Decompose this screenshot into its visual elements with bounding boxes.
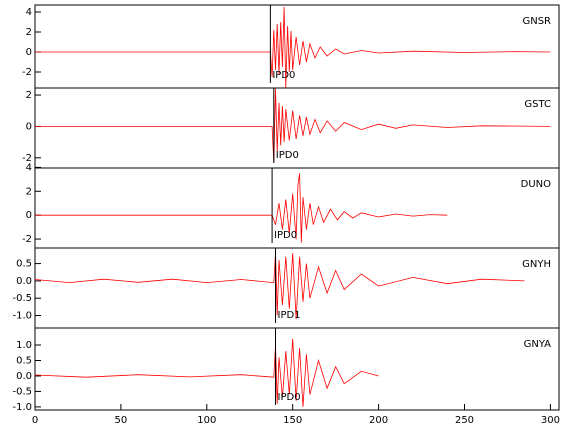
- pick-label: IPD0: [278, 392, 301, 403]
- waveform: [35, 6, 551, 89]
- y-tick-label: -1.0: [12, 311, 32, 322]
- y-tick-label: -2: [22, 234, 32, 245]
- pick-label: IPD1: [278, 310, 301, 321]
- y-tick-label: -1.0: [12, 402, 32, 413]
- waveform: [35, 88, 551, 163]
- station-label: GSTC: [524, 99, 551, 110]
- y-tick-label: 2: [26, 90, 32, 101]
- y-tick-label: 1.0: [16, 340, 32, 351]
- y-tick-label: -0.5: [12, 293, 32, 304]
- y-tick-label: 2: [26, 186, 32, 197]
- x-tick-label: 0: [32, 415, 38, 426]
- station-label: DUNO: [521, 179, 552, 190]
- station-label: GNYA: [524, 339, 552, 350]
- y-tick-label: 0: [26, 121, 32, 132]
- y-tick-label: 4: [26, 7, 32, 18]
- station-label: GNYH: [522, 259, 551, 270]
- y-tick-label: 0.5: [16, 355, 32, 366]
- y-tick-label: -2: [22, 67, 32, 78]
- y-tick-label: 2: [26, 27, 32, 38]
- y-tick-label: 0: [26, 210, 32, 221]
- y-tick-label: 0: [26, 47, 32, 58]
- waveform: [34, 338, 379, 407]
- y-tick-label: -2: [22, 153, 32, 164]
- y-tick-label: -0.5: [12, 386, 32, 397]
- panel-frame: [34, 327, 560, 411]
- pick-label: IPD0: [276, 150, 299, 161]
- x-tick-label: 150: [283, 415, 302, 426]
- y-tick-label: 0.0: [16, 371, 32, 382]
- y-tick-label: 4: [26, 162, 32, 173]
- y-tick-label: 0.0: [16, 276, 32, 287]
- pick-label: IPD0: [272, 70, 295, 81]
- y-tick-label: 0.5: [16, 259, 32, 270]
- pick-label: IPD0: [274, 230, 297, 241]
- x-tick-label: 300: [541, 415, 560, 426]
- x-tick-label: 200: [369, 415, 388, 426]
- waveform: [35, 173, 448, 243]
- waveform: [34, 253, 525, 320]
- station-label: GNSR: [522, 16, 551, 27]
- x-tick-label: 50: [115, 415, 128, 426]
- x-tick-label: 100: [197, 415, 216, 426]
- x-tick-label: 250: [455, 415, 474, 426]
